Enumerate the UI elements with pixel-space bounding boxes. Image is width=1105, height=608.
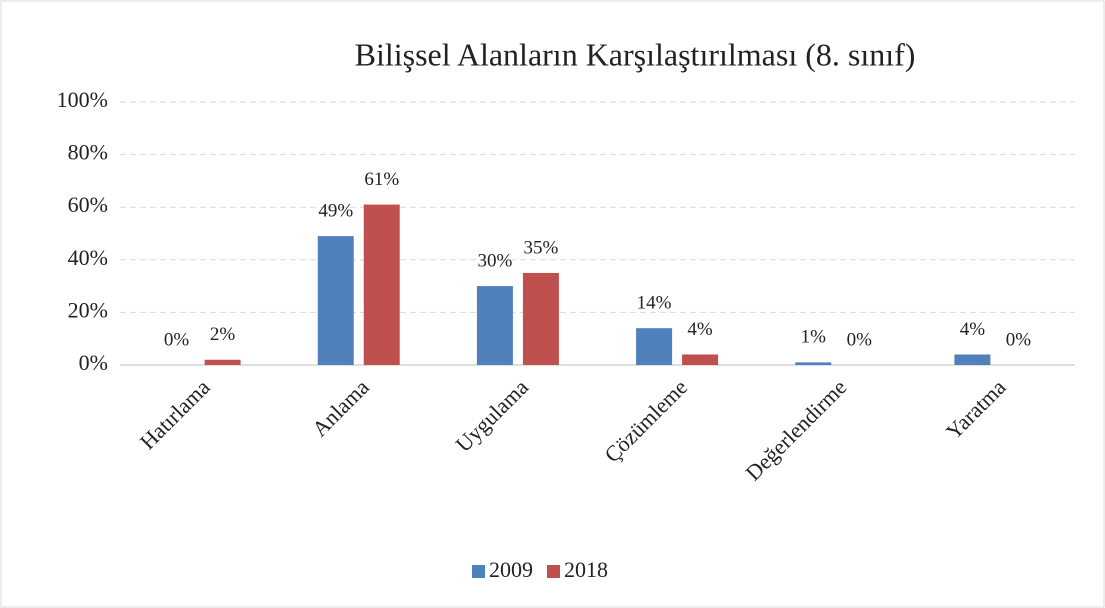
data-label: 0% (1006, 329, 1032, 350)
y-tick-label: 0% (79, 350, 108, 375)
bar (795, 362, 832, 365)
y-tick-label: 40% (68, 245, 108, 270)
data-label: 0% (847, 329, 873, 350)
data-label: 61% (364, 169, 399, 190)
y-tick-label: 100% (57, 87, 108, 112)
data-label: 4% (960, 319, 986, 340)
bar (682, 354, 719, 365)
y-tick-label: 80% (68, 140, 108, 165)
legend-label: 2009 (489, 557, 533, 582)
data-label: 14% (637, 293, 672, 314)
bar (476, 286, 513, 365)
data-label: 35% (524, 237, 559, 258)
data-label: 30% (478, 250, 513, 271)
bar (363, 204, 400, 365)
data-label: 4% (687, 319, 713, 340)
bar (954, 354, 991, 365)
bar (522, 272, 559, 365)
data-label: 0% (164, 329, 190, 350)
y-tick-label: 20% (68, 297, 108, 322)
y-tick-label: 60% (68, 192, 108, 217)
data-label: 49% (318, 200, 353, 221)
bar (204, 359, 241, 365)
data-label: 1% (801, 327, 827, 348)
bar (317, 236, 354, 365)
legend-swatch (472, 565, 485, 578)
chart-title: Bilişsel Alanların Karşılaştırılması (8.… (355, 36, 916, 72)
data-label: 2% (210, 324, 236, 345)
legend-label: 2018 (564, 557, 608, 582)
legend-swatch (547, 565, 560, 578)
bar (636, 328, 673, 365)
